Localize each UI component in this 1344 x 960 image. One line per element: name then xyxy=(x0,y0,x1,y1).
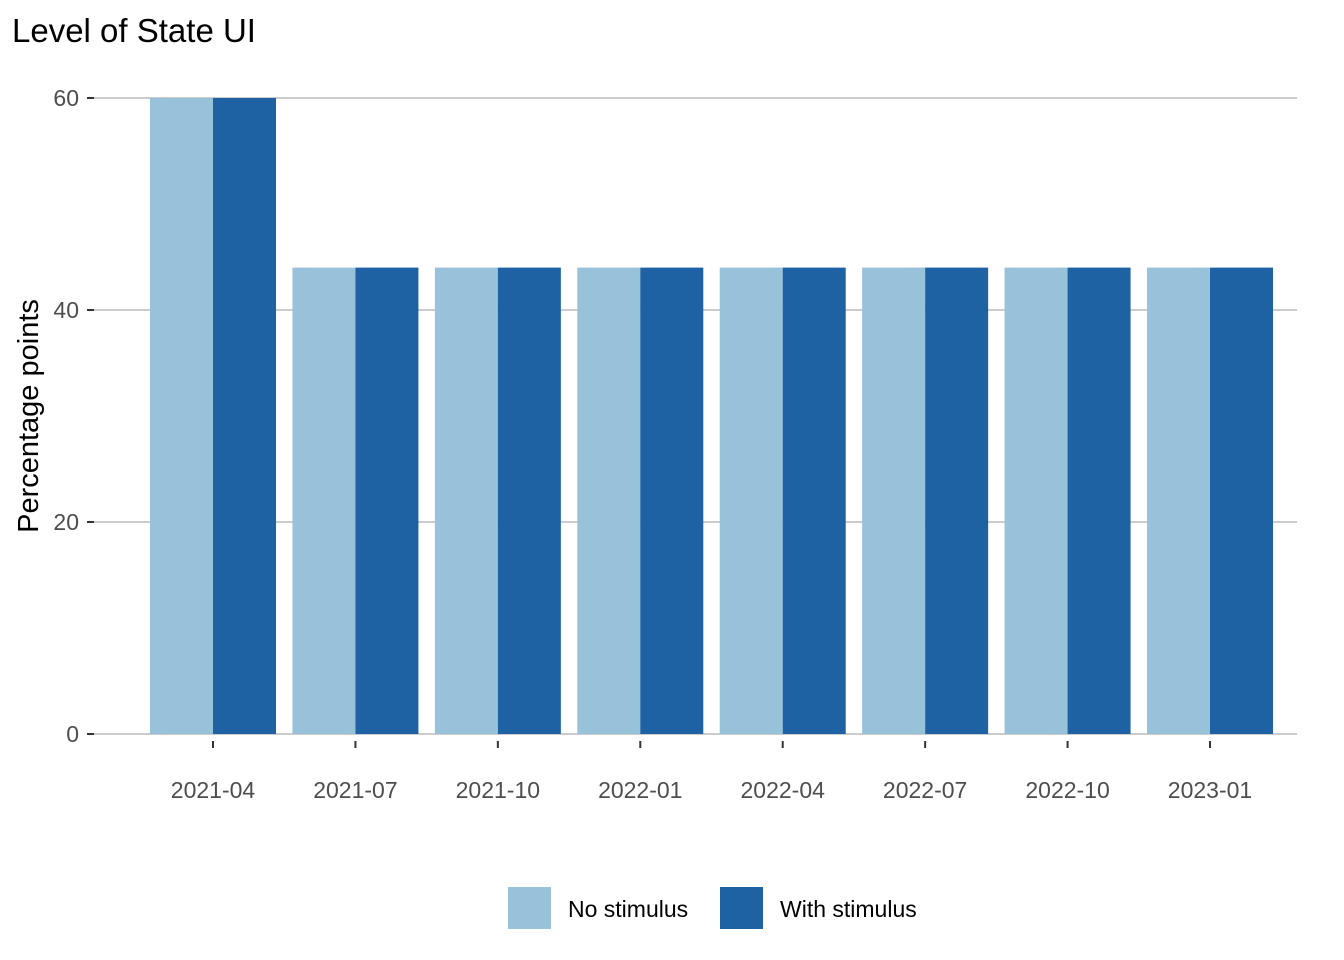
legend: No stimulus With stimulus xyxy=(508,887,917,929)
legend-label-no-stimulus: No stimulus xyxy=(568,896,688,922)
bar-no-stimulus xyxy=(1147,267,1210,734)
x-tick-label: 2022-07 xyxy=(883,777,967,803)
legend-label-with-stimulus: With stimulus xyxy=(780,896,917,922)
y-tick-label: 40 xyxy=(53,297,79,323)
bar-with-stimulus xyxy=(355,267,419,734)
x-tick-label: 2021-07 xyxy=(313,777,397,803)
y-tick-label: 20 xyxy=(53,509,79,535)
legend-swatch-with-stimulus xyxy=(720,887,763,929)
bar-no-stimulus xyxy=(292,267,356,734)
bar-with-stimulus xyxy=(640,267,704,734)
x-tick-label: 2023-01 xyxy=(1168,777,1252,803)
bars xyxy=(150,98,1273,734)
bar-no-stimulus xyxy=(719,267,783,734)
x-tick-label: 2022-10 xyxy=(1025,777,1109,803)
bar-with-stimulus xyxy=(213,98,276,734)
x-tick-label: 2022-01 xyxy=(598,777,682,803)
y-axis: 0 20 40 60 xyxy=(53,85,94,747)
x-tick-label: 2022-04 xyxy=(741,777,826,803)
bar-no-stimulus xyxy=(1004,267,1068,734)
bar-with-stimulus xyxy=(1067,267,1131,734)
bar-no-stimulus xyxy=(150,98,213,734)
chart-title: Level of State UI xyxy=(12,12,256,49)
y-tick-label: 0 xyxy=(66,721,79,747)
bar-no-stimulus xyxy=(434,267,498,734)
legend-swatch-no-stimulus xyxy=(508,887,551,929)
y-tick-label: 60 xyxy=(53,85,79,111)
x-tick-label: 2021-10 xyxy=(456,777,540,803)
bar-with-stimulus xyxy=(1210,267,1273,734)
bar-with-stimulus xyxy=(497,267,561,734)
x-axis: 2021-04 2021-07 2021-10 2022-01 2022-04 2022-… xyxy=(171,741,1252,803)
bar-with-stimulus xyxy=(925,267,989,734)
x-tick-label: 2021-04 xyxy=(171,777,256,803)
bar-no-stimulus xyxy=(577,267,641,734)
bar-no-stimulus xyxy=(862,267,926,734)
y-axis-label: Percentage points xyxy=(13,299,45,533)
bar-with-stimulus xyxy=(782,267,846,734)
